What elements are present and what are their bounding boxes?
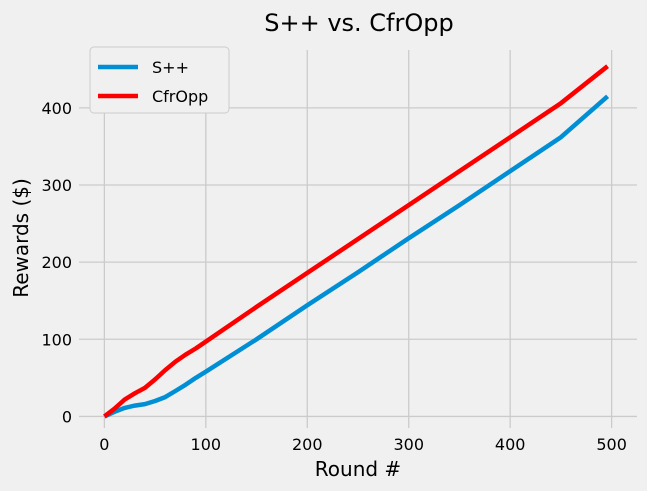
x-tick-label: 200 (292, 435, 323, 454)
legend: S++ CfrOpp (89, 46, 230, 114)
y-tick-label: 400 (41, 99, 72, 118)
grid (79, 50, 637, 428)
y-axis-ticks: 0 100 200 300 400 (41, 99, 72, 427)
x-axis-label: Round # (315, 457, 401, 481)
series-line-1 (103, 94, 610, 419)
x-axis-ticks: 0 100 200 300 400 500 (99, 435, 627, 454)
x-tick-label: 100 (191, 435, 222, 454)
x-tick-label: 400 (495, 435, 526, 454)
y-tick-label: 100 (41, 330, 72, 349)
chart-title: S++ vs. CfrOpp (264, 9, 453, 37)
x-tick-label: 500 (596, 435, 627, 454)
x-tick-label: 0 (99, 435, 109, 454)
legend-label: CfrOpp (152, 87, 208, 106)
y-tick-label: 200 (41, 253, 72, 272)
x-tick-label: 300 (393, 435, 424, 454)
y-tick-label: 0 (62, 407, 72, 426)
y-axis-label: Rewards ($) (9, 178, 33, 298)
series-line-2 (103, 64, 609, 419)
y-tick-label: 300 (41, 176, 72, 195)
legend-label: S++ (152, 58, 189, 77)
series-lines (103, 64, 610, 419)
